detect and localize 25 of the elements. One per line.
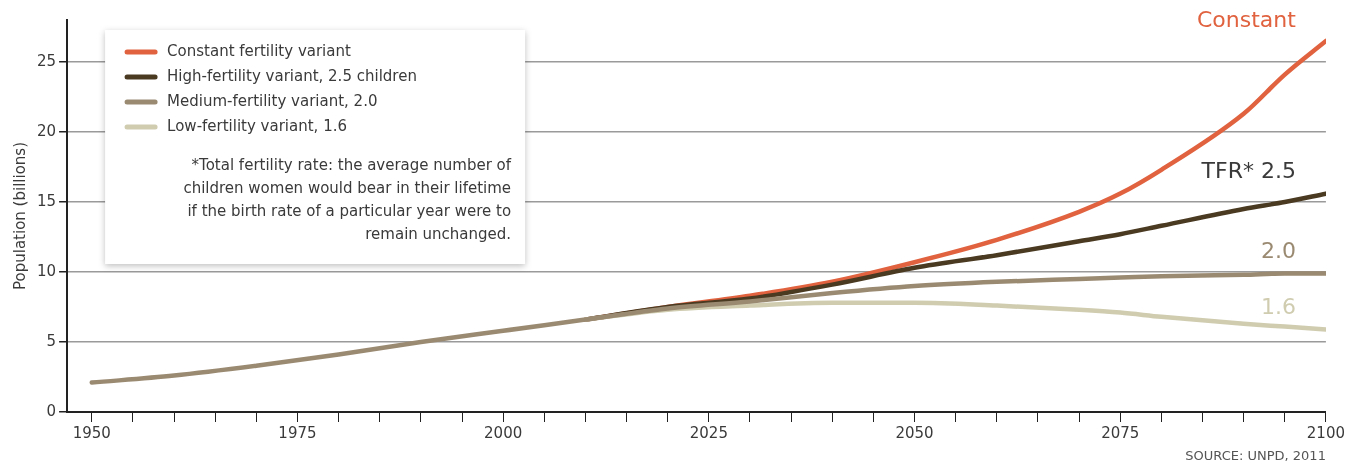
y-tick-label: 10 bbox=[36, 261, 57, 280]
x-tick-label: 2050 bbox=[895, 423, 934, 442]
y-tick-label: 0 bbox=[46, 401, 57, 420]
x-tick-label: 2025 bbox=[689, 423, 728, 442]
annotation: Constant bbox=[1197, 6, 1297, 32]
annotation: 2.0 bbox=[1260, 238, 1296, 264]
line-series bbox=[89, 271, 1326, 385]
x-tick-label: 1950 bbox=[72, 423, 111, 442]
legend-label: Low-fertility variant, 1.6 bbox=[167, 116, 348, 135]
x-tick-label: 2000 bbox=[484, 423, 523, 442]
legend-label: Constant fertility variant bbox=[167, 41, 351, 60]
annotation: 1.6 bbox=[1260, 294, 1296, 320]
source-note: SOURCE: UNPD, 2011 bbox=[1185, 447, 1326, 463]
annotation: *Total fertility rate: the average number of children women would bear in their lifetime if the birth rate of a particular year were to remain unchanged. bbox=[183, 155, 512, 243]
annotation: TFR* 2.5 bbox=[1200, 158, 1296, 184]
y-tick-label: 25 bbox=[36, 51, 57, 70]
legend-label: High-fertility variant, 2.5 children bbox=[167, 66, 417, 85]
x-tick-label: 2100 bbox=[1306, 423, 1346, 442]
y-tick-label: 20 bbox=[36, 121, 57, 140]
x-tick-label: 1975 bbox=[278, 423, 317, 442]
y-tick-label: 5 bbox=[46, 331, 57, 350]
y-tick-label: 15 bbox=[36, 191, 57, 210]
legend-label: Medium-fertility variant, 2.0 bbox=[167, 91, 378, 110]
x-tick-label: 2075 bbox=[1101, 423, 1140, 442]
y-axis-title: Population (billions) bbox=[10, 142, 29, 290]
